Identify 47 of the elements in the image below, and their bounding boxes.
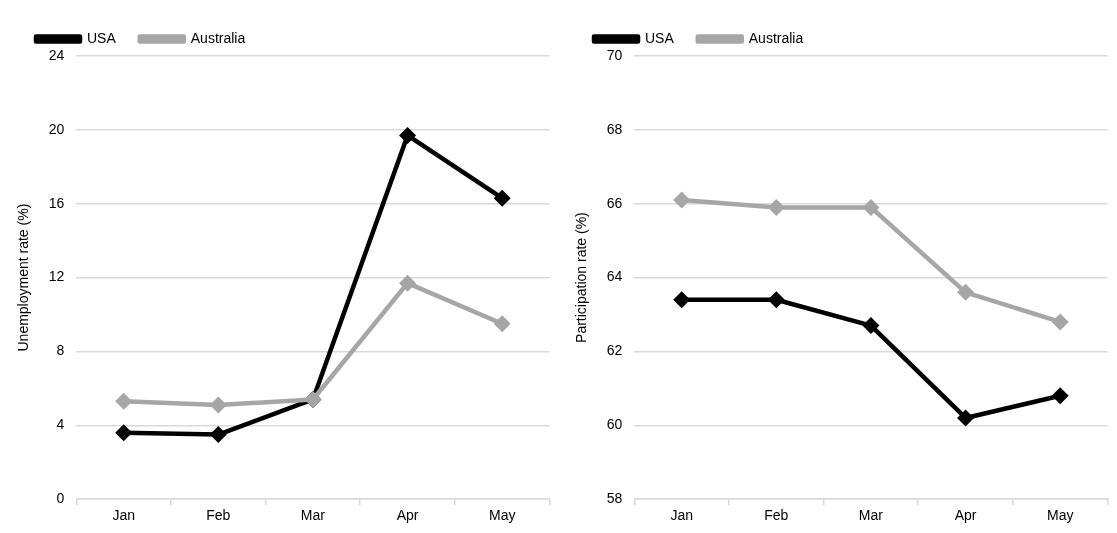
x-tick-label: Feb xyxy=(206,507,231,524)
y-tick-label: 0 xyxy=(56,490,65,507)
legend-label: USA xyxy=(645,29,675,46)
y-tick-label: 58 xyxy=(606,490,623,507)
y-tick-label: 24 xyxy=(48,46,65,63)
x-tick-label: Apr xyxy=(396,507,419,524)
y-tick-label: 12 xyxy=(48,268,65,285)
legend-label: USA xyxy=(87,29,117,46)
x-tick-label: Jan xyxy=(112,507,135,524)
x-tick-label: Feb xyxy=(764,507,789,524)
y-tick-label: 64 xyxy=(606,268,623,285)
point xyxy=(767,291,785,309)
point xyxy=(1051,387,1069,405)
x-tick-label: Mar xyxy=(858,507,884,524)
y-tick-label: 8 xyxy=(56,342,65,359)
point xyxy=(1051,313,1069,331)
point xyxy=(957,409,975,427)
y-tick-label: 60 xyxy=(606,416,623,433)
y-tick-label: 66 xyxy=(606,194,623,211)
point xyxy=(862,198,880,216)
y-tick-label: 62 xyxy=(606,342,623,359)
y-axis-title: Unemployment rate (%) xyxy=(15,203,32,352)
x-tick-label: Mar xyxy=(300,507,326,524)
point xyxy=(399,126,417,144)
y-tick-label: 70 xyxy=(606,46,623,63)
legend-label: Australia xyxy=(748,29,804,46)
y-axis-title: Participation rate (%) xyxy=(573,212,590,343)
point xyxy=(209,426,227,444)
point xyxy=(862,317,880,335)
x-tick-label: May xyxy=(1046,507,1074,524)
y-tick-label: 20 xyxy=(48,120,65,137)
point xyxy=(767,198,785,216)
x-tick-label: Apr xyxy=(954,507,977,524)
y-tick-label: 16 xyxy=(48,194,65,211)
point xyxy=(673,291,691,309)
point xyxy=(673,191,691,209)
point xyxy=(957,283,975,301)
point xyxy=(115,424,133,442)
x-tick-label: May xyxy=(488,507,516,524)
x-tick-label: Jan xyxy=(670,507,693,524)
y-tick-label: 68 xyxy=(606,120,623,137)
point xyxy=(115,392,133,410)
point xyxy=(399,274,417,292)
y-tick-label: 4 xyxy=(56,416,65,433)
legend-label: Australia xyxy=(190,29,246,46)
point xyxy=(493,189,511,207)
point xyxy=(493,315,511,333)
